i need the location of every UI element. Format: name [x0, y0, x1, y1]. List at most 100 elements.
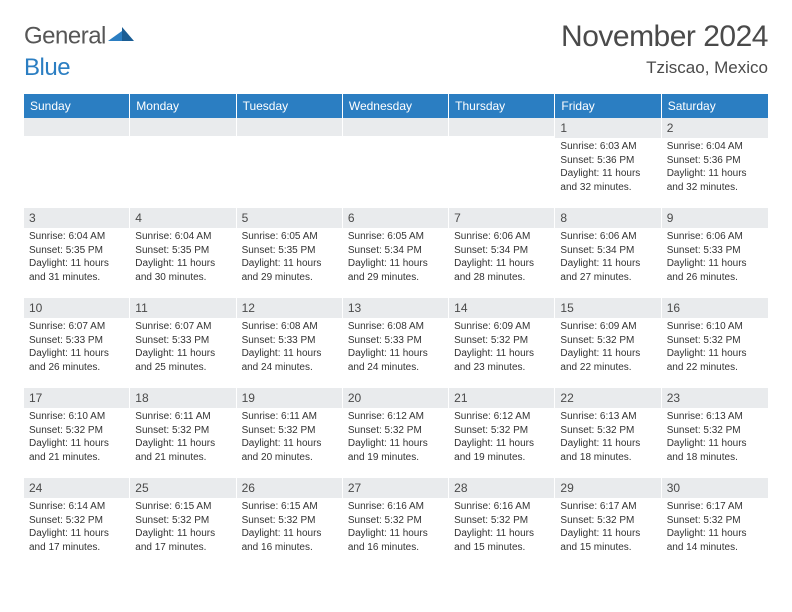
calendar-cell: 30Sunrise: 6:17 AMSunset: 5:32 PMDayligh…	[662, 478, 768, 568]
day-number	[343, 118, 448, 136]
sunrise-line: Sunrise: 6:10 AM	[667, 320, 763, 334]
sunset-line: Sunset: 5:33 PM	[29, 334, 124, 348]
day-body: Sunrise: 6:04 AMSunset: 5:35 PMDaylight:…	[29, 230, 124, 284]
sunrise-line: Sunrise: 6:14 AM	[29, 500, 124, 514]
calendar-cell: 13Sunrise: 6:08 AMSunset: 5:33 PMDayligh…	[343, 298, 449, 388]
title-block: November 2024 Tziscao, Mexico	[561, 20, 768, 78]
logo-word-1: General	[24, 22, 106, 49]
sunrise-line: Sunrise: 6:17 AM	[667, 500, 763, 514]
sunset-line: Sunset: 5:32 PM	[560, 334, 655, 348]
calendar-cell: 17Sunrise: 6:10 AMSunset: 5:32 PMDayligh…	[24, 388, 130, 478]
weekday-header: Friday	[555, 94, 661, 118]
day-body: Sunrise: 6:08 AMSunset: 5:33 PMDaylight:…	[348, 320, 443, 374]
day-body: Sunrise: 6:06 AMSunset: 5:34 PMDaylight:…	[454, 230, 549, 284]
day-body: Sunrise: 6:10 AMSunset: 5:32 PMDaylight:…	[29, 410, 124, 464]
sunset-line: Sunset: 5:32 PM	[560, 424, 655, 438]
sunset-line: Sunset: 5:33 PM	[135, 334, 230, 348]
day-number: 8	[555, 208, 660, 228]
daylight-line: Daylight: 11 hours and 24 minutes.	[242, 347, 337, 374]
day-number: 18	[130, 388, 235, 408]
day-body: Sunrise: 6:08 AMSunset: 5:33 PMDaylight:…	[242, 320, 337, 374]
daylight-line: Daylight: 11 hours and 22 minutes.	[667, 347, 763, 374]
sunrise-line: Sunrise: 6:04 AM	[135, 230, 230, 244]
day-number: 20	[343, 388, 448, 408]
calendar-cell: 16Sunrise: 6:10 AMSunset: 5:32 PMDayligh…	[662, 298, 768, 388]
day-number: 3	[24, 208, 129, 228]
sunset-line: Sunset: 5:35 PM	[242, 244, 337, 258]
calendar-cell: 29Sunrise: 6:17 AMSunset: 5:32 PMDayligh…	[555, 478, 661, 568]
sunset-line: Sunset: 5:32 PM	[135, 514, 230, 528]
daylight-line: Daylight: 11 hours and 26 minutes.	[667, 257, 763, 284]
sunset-line: Sunset: 5:33 PM	[348, 334, 443, 348]
day-body: Sunrise: 6:09 AMSunset: 5:32 PMDaylight:…	[454, 320, 549, 374]
weekday-header: Sunday	[24, 94, 130, 118]
sunset-line: Sunset: 5:32 PM	[667, 424, 763, 438]
sunset-line: Sunset: 5:35 PM	[135, 244, 230, 258]
day-number: 4	[130, 208, 235, 228]
day-body: Sunrise: 6:06 AMSunset: 5:33 PMDaylight:…	[667, 230, 763, 284]
calendar-cell-empty	[449, 118, 555, 208]
logo-word-2: Blue	[24, 54, 70, 81]
day-body: Sunrise: 6:13 AMSunset: 5:32 PMDaylight:…	[560, 410, 655, 464]
sunrise-line: Sunrise: 6:06 AM	[560, 230, 655, 244]
daylight-line: Daylight: 11 hours and 32 minutes.	[667, 167, 763, 194]
day-body: Sunrise: 6:09 AMSunset: 5:32 PMDaylight:…	[560, 320, 655, 374]
sunset-line: Sunset: 5:32 PM	[29, 514, 124, 528]
calendar-cell: 10Sunrise: 6:07 AMSunset: 5:33 PMDayligh…	[24, 298, 130, 388]
day-number: 22	[555, 388, 660, 408]
daylight-line: Daylight: 11 hours and 16 minutes.	[242, 527, 337, 554]
sunrise-line: Sunrise: 6:06 AM	[454, 230, 549, 244]
sunset-line: Sunset: 5:32 PM	[454, 424, 549, 438]
day-number: 24	[24, 478, 129, 498]
sunset-line: Sunset: 5:32 PM	[135, 424, 230, 438]
day-body: Sunrise: 6:12 AMSunset: 5:32 PMDaylight:…	[348, 410, 443, 464]
day-number: 17	[24, 388, 129, 408]
sunrise-line: Sunrise: 6:07 AM	[135, 320, 230, 334]
calendar-cell: 15Sunrise: 6:09 AMSunset: 5:32 PMDayligh…	[555, 298, 661, 388]
calendar-cell: 4 Sunrise: 6:04 AMSunset: 5:35 PMDaylight…	[130, 208, 236, 298]
sunset-line: Sunset: 5:33 PM	[667, 244, 763, 258]
day-number: 12	[237, 298, 342, 318]
sunset-line: Sunset: 5:32 PM	[454, 334, 549, 348]
sunset-line: Sunset: 5:32 PM	[29, 424, 124, 438]
calendar-cell: 28Sunrise: 6:16 AMSunset: 5:32 PMDayligh…	[449, 478, 555, 568]
daylight-line: Daylight: 11 hours and 32 minutes.	[560, 167, 655, 194]
day-number: 19	[237, 388, 342, 408]
day-number	[449, 118, 554, 136]
sunrise-line: Sunrise: 6:04 AM	[667, 140, 763, 154]
calendar-cell: 12Sunrise: 6:08 AMSunset: 5:33 PMDayligh…	[237, 298, 343, 388]
sunset-line: Sunset: 5:35 PM	[29, 244, 124, 258]
daylight-line: Daylight: 11 hours and 29 minutes.	[242, 257, 337, 284]
sunset-line: Sunset: 5:32 PM	[242, 424, 337, 438]
day-number: 28	[449, 478, 554, 498]
calendar-cell: 8Sunrise: 6:06 AMSunset: 5:34 PMDaylight…	[555, 208, 661, 298]
daylight-line: Daylight: 11 hours and 24 minutes.	[348, 347, 443, 374]
daylight-line: Daylight: 11 hours and 19 minutes.	[454, 437, 549, 464]
day-body: Sunrise: 6:16 AMSunset: 5:32 PMDaylight:…	[348, 500, 443, 554]
sunset-line: Sunset: 5:32 PM	[454, 514, 549, 528]
calendar-cell: 24Sunrise: 6:14 AMSunset: 5:32 PMDayligh…	[24, 478, 130, 568]
day-body: Sunrise: 6:17 AMSunset: 5:32 PMDaylight:…	[667, 500, 763, 554]
calendar-cell: 23Sunrise: 6:13 AMSunset: 5:32 PMDayligh…	[662, 388, 768, 478]
daylight-line: Daylight: 11 hours and 21 minutes.	[29, 437, 124, 464]
sunset-line: Sunset: 5:32 PM	[667, 334, 763, 348]
sunrise-line: Sunrise: 6:16 AM	[348, 500, 443, 514]
calendar-cell: 22Sunrise: 6:13 AMSunset: 5:32 PMDayligh…	[555, 388, 661, 478]
day-body: Sunrise: 6:11 AMSunset: 5:32 PMDaylight:…	[242, 410, 337, 464]
sunrise-line: Sunrise: 6:13 AM	[667, 410, 763, 424]
day-body: Sunrise: 6:11 AMSunset: 5:32 PMDaylight:…	[135, 410, 230, 464]
calendar-cell-empty	[343, 118, 449, 208]
sunrise-line: Sunrise: 6:11 AM	[135, 410, 230, 424]
sunrise-line: Sunrise: 6:05 AM	[348, 230, 443, 244]
sunset-line: Sunset: 5:34 PM	[454, 244, 549, 258]
sunset-line: Sunset: 5:34 PM	[560, 244, 655, 258]
sunset-line: Sunset: 5:33 PM	[242, 334, 337, 348]
day-number: 25	[130, 478, 235, 498]
daylight-line: Daylight: 11 hours and 30 minutes.	[135, 257, 230, 284]
daylight-line: Daylight: 11 hours and 23 minutes.	[454, 347, 549, 374]
sunrise-line: Sunrise: 6:12 AM	[348, 410, 443, 424]
day-number: 6	[343, 208, 448, 228]
day-number: 21	[449, 388, 554, 408]
sunrise-line: Sunrise: 6:08 AM	[242, 320, 337, 334]
day-body: Sunrise: 6:15 AMSunset: 5:32 PMDaylight:…	[242, 500, 337, 554]
